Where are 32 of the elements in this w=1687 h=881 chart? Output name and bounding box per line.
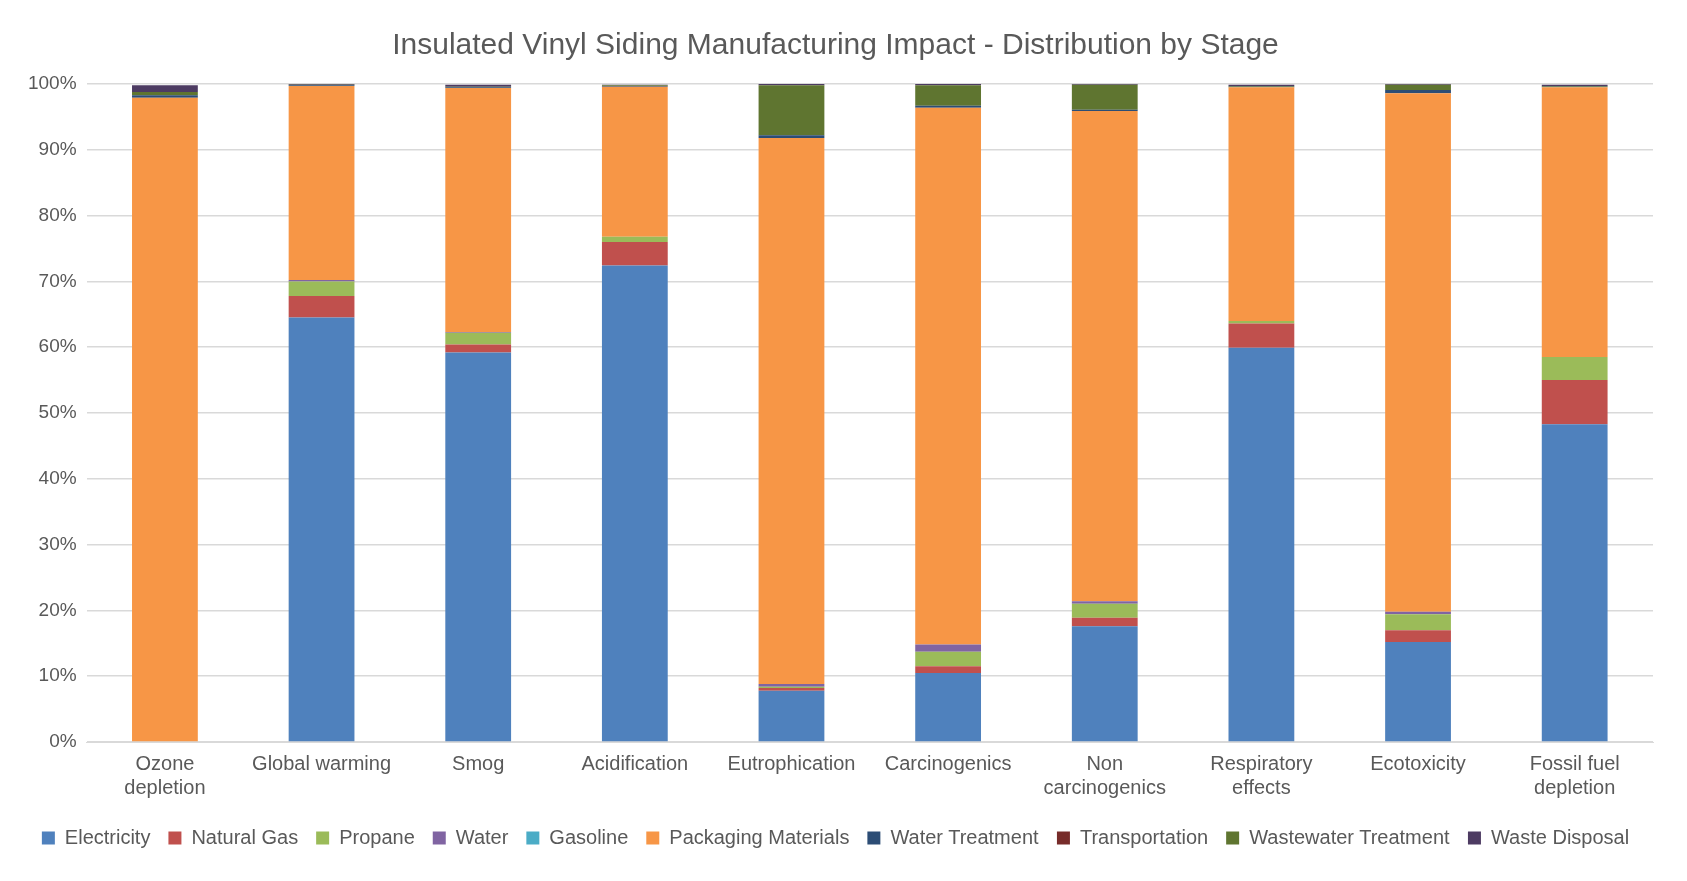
y-tick-label: 50% [38,401,77,423]
legend-label: Waste Disposal [1490,825,1630,848]
y-tick-label: 60% [38,335,77,357]
x-tick-label: Ecotoxicity [1370,751,1466,774]
x-tick-label: Smog [452,751,505,774]
x-tick-label: Global warming [252,751,392,774]
y-tick-label: 90% [38,138,77,160]
legend-label: Transportation [1079,825,1209,848]
y-tick-label: 20% [38,598,77,620]
legend-label: Propane [339,825,415,848]
y-tick-label: 100% [27,72,77,94]
x-tick-label: Eutrophication [727,751,856,774]
y-tick-label: 70% [38,269,77,291]
y-tick-label: 30% [38,532,77,554]
legend-label: Gasoline [549,825,629,848]
x-tick-label: Carcinogenics [884,751,1012,774]
y-tick-label: 10% [38,664,77,686]
legend-label: Water Treatment [890,825,1040,848]
y-tick-label: 0% [49,730,77,752]
x-tick-label: Respiratory effects [1210,751,1313,798]
y-tick-label: 80% [38,203,77,225]
legend-label: Electricity [64,825,151,848]
legend-label: Natural Gas [191,825,299,848]
legend-label: Packaging Materials [669,825,850,848]
x-tick-label: Fossil fuel depletion [1529,751,1620,798]
chart-title: Insulated Vinyl Siding Manufacturing Impact - Distribution by Stage [392,27,1279,61]
x-tick-label: Non carcinogenics [1043,751,1166,798]
legend-label: Water [455,825,509,848]
y-tick-label: 40% [38,467,77,489]
legend-label: Wastewater Treatment [1249,825,1451,848]
x-tick-label: Acidification [581,751,689,774]
x-tick-label: Ozone depletion [124,751,206,798]
